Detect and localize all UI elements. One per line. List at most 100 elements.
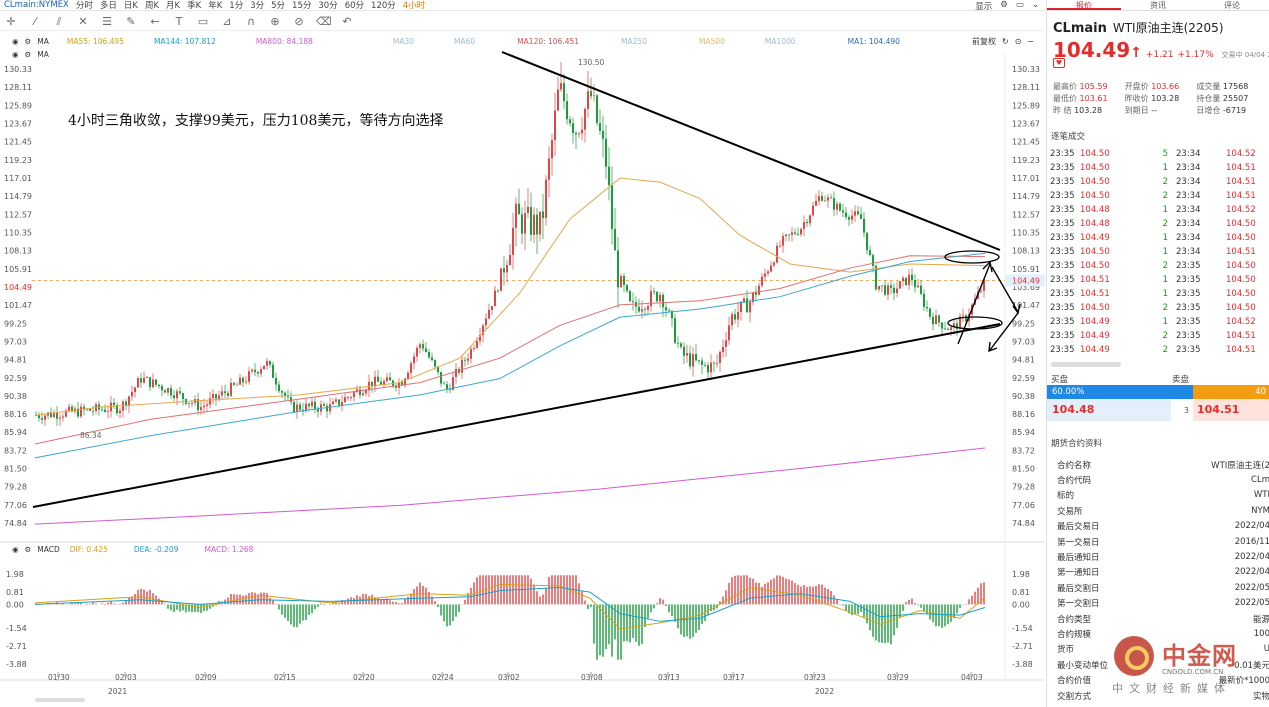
period-tab[interactable]: 5分 <box>271 1 286 11</box>
tab-comments[interactable]: 评论 <box>1224 1 1240 10</box>
refresh-icon[interactable]: ↻ <box>1002 37 1009 46</box>
tab-news[interactable]: 资讯 <box>1150 1 1166 10</box>
sell-label: 卖盘 <box>1172 375 1190 385</box>
display-menu[interactable]: 显示 <box>975 2 993 11</box>
period-tab[interactable]: 4小时 <box>402 1 426 11</box>
candle-body <box>329 404 331 412</box>
period-tab[interactable]: 周K <box>144 1 160 11</box>
tick-row: 23:35 104.50 2 23:34 104.51 <box>1050 175 1266 189</box>
fib-tool-icon[interactable]: ☰ <box>102 15 112 28</box>
eye-icon[interactable]: ◉ <box>12 37 19 46</box>
contract-value: 0.01美元 <box>1234 660 1269 671</box>
price-tick-left: 117.01 <box>4 174 32 183</box>
candle-body <box>785 234 787 237</box>
date-tick: 03/17 <box>723 673 745 682</box>
window-icon[interactable]: ▭ <box>1015 0 1024 10</box>
ma-legend-second: ◉ ⚙ MA <box>12 49 49 60</box>
candlestick-chart[interactable]: 130.33 128.11 125.89 123.67 121.45 119.23 117.… <box>0 32 1045 707</box>
candle-body <box>821 196 823 201</box>
channel-tool-icon[interactable]: ⫽ <box>56 14 62 28</box>
period-tab[interactable]: 30分 <box>318 1 338 11</box>
tick-cell: 2 <box>1162 177 1168 187</box>
candle-body <box>983 279 985 291</box>
dropdown-icon[interactable]: ⌄ <box>1031 0 1039 10</box>
period-tab[interactable]: 120分 <box>371 1 396 11</box>
up-arrow-icon: ↑ <box>1130 45 1142 61</box>
ruler-icon[interactable]: ⊿ <box>222 15 232 28</box>
eye-icon[interactable]: ◉ <box>12 50 19 59</box>
trash-icon[interactable]: ⌫ <box>316 15 332 28</box>
period-tab[interactable]: 月K <box>166 1 181 11</box>
candle-body <box>845 212 847 218</box>
line-tool-icon[interactable]: ⁄ <box>34 15 36 28</box>
price-tick-right: 99.25 <box>1012 319 1035 328</box>
date-tick: 03/23 <box>804 673 826 682</box>
favorite-icon[interactable]: ♥ <box>1053 58 1065 68</box>
date-tick: 02/20 <box>353 673 375 682</box>
candle-body <box>752 292 754 303</box>
minimize-icon[interactable]: − <box>1027 37 1035 46</box>
candle-body <box>767 271 769 274</box>
hide-icon[interactable]: ⊘ <box>294 15 304 28</box>
note-icon[interactable]: ▭ <box>197 15 209 28</box>
candle-body <box>599 123 601 131</box>
eye-icon[interactable]: ◉ <box>12 545 19 554</box>
pattern-tool-icon[interactable]: ✕ <box>78 15 88 28</box>
period-tab[interactable]: 日K <box>123 1 138 11</box>
price-tick-left: 108.13 <box>4 247 32 256</box>
settings-icon[interactable]: ⚙ <box>24 37 32 46</box>
date-tick: 03/08 <box>581 673 603 682</box>
candle-body <box>560 83 562 90</box>
period-tab[interactable]: 15分 <box>292 1 312 11</box>
crosshair-icon[interactable]: ✛ <box>6 15 16 28</box>
stat-cell: 昨 结 103.28 <box>1053 105 1125 116</box>
candle-body <box>743 298 745 302</box>
period-tab[interactable]: 多日 <box>99 1 117 11</box>
candle-body <box>143 377 145 383</box>
stat-value: 103.28 <box>1151 93 1180 103</box>
tick-cell: 1 <box>1162 205 1168 215</box>
candle-body <box>884 285 886 295</box>
quote-panel: 报价 资讯 评论 CLmain WTI原油主连(2205) 104.49 ↑ +1… <box>1046 0 1269 707</box>
price-tick-right: 130.33 <box>1012 65 1040 74</box>
candle-body <box>428 351 430 358</box>
screenshot-icon[interactable]: ⊙ <box>1014 37 1022 46</box>
contract-value: 2016/11 <box>1234 536 1269 547</box>
undo-icon[interactable]: ↶ <box>342 15 352 28</box>
period-tab[interactable]: 60分 <box>344 1 365 11</box>
period-tab[interactable]: 3分 <box>250 1 265 11</box>
candle-body <box>365 390 367 394</box>
period-tab[interactable]: 年K <box>208 1 223 11</box>
candle-body <box>782 236 784 246</box>
tab-quote[interactable]: 报价 <box>1047 0 1121 10</box>
magnet-icon[interactable]: ∩ <box>246 15 256 28</box>
ticks-title: 逐笔成交 <box>1051 132 1086 142</box>
candle-body <box>875 265 877 290</box>
stat-value: -6719 <box>1222 105 1247 115</box>
candle-body <box>896 288 898 294</box>
ticks-scrollbar[interactable] <box>1051 362 1121 367</box>
candle-body <box>917 285 919 288</box>
candle-body <box>956 323 958 330</box>
tick-cell: 23:35 <box>1050 261 1075 271</box>
period-tab[interactable]: 分时 <box>75 1 93 11</box>
brush-icon[interactable]: ✎ <box>126 15 136 28</box>
settings-icon[interactable]: ⚙ <box>24 545 32 554</box>
tick-cell: 104.51 <box>1080 275 1110 285</box>
lock-icon[interactable]: ⊕ <box>270 15 280 28</box>
period-tab[interactable]: 1分 <box>229 1 244 11</box>
settings-icon[interactable]: ⚙ <box>24 50 32 59</box>
text-tool-icon[interactable]: T <box>175 15 183 28</box>
settings-icon[interactable]: ⚙ <box>1000 0 1008 10</box>
candle-body <box>824 200 826 202</box>
candle-body <box>716 362 718 364</box>
candle-body <box>311 401 313 407</box>
period-tab[interactable]: 季K <box>187 1 202 11</box>
ticks-list[interactable]: 23:35 104.50 5 23:34 104.52 23:35 104.50 1 23:34… <box>1050 147 1266 357</box>
ma-legend-item: MA55: 106.495 <box>66 37 124 46</box>
restore-label[interactable]: 前复权 <box>972 37 996 46</box>
symbol-label[interactable]: CLmain:NYMEX <box>4 0 69 10</box>
back-icon[interactable]: ← <box>150 15 160 28</box>
chart-corner-controls: 前复权 ↻ ⊙ − <box>972 36 1034 47</box>
candle-body <box>476 340 478 348</box>
